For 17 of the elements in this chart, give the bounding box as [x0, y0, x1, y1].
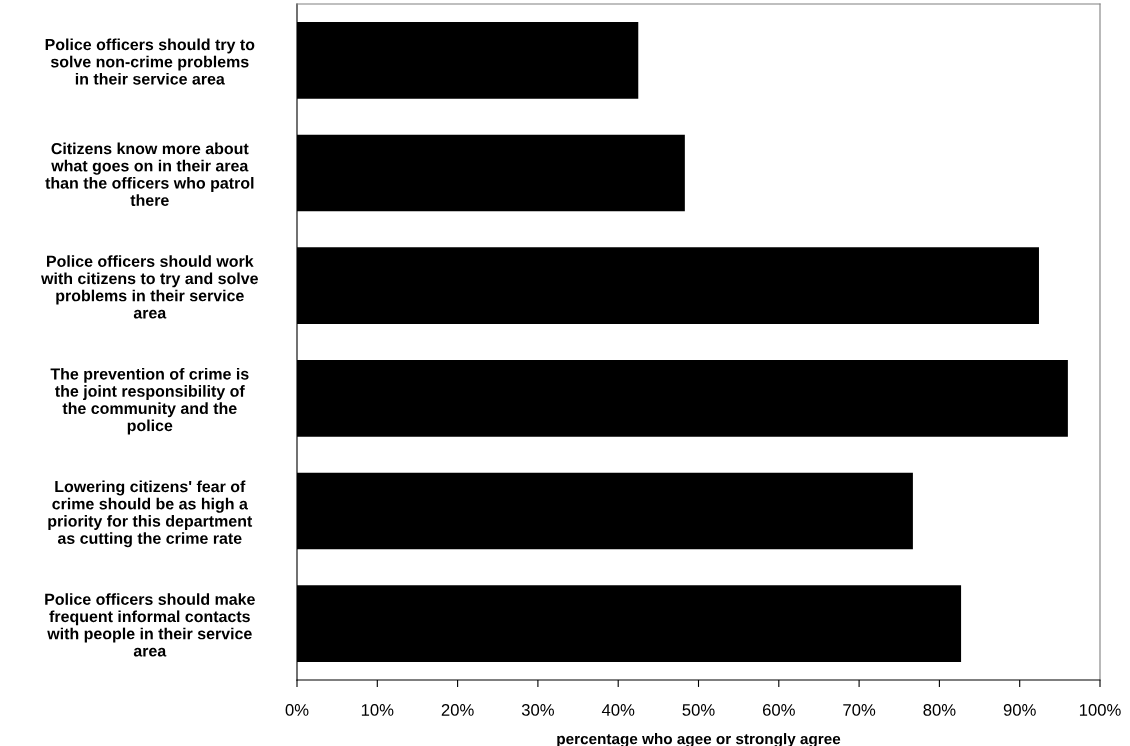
x-tick-label: 60% — [762, 704, 795, 716]
x-tick-label: 40% — [601, 704, 635, 716]
x-tick-label: 90% — [1003, 704, 1036, 716]
y-tick-label: Police officers should make frequent informal contacts with people in their service area — [45, 593, 255, 657]
x-tick-label: 80% — [923, 704, 956, 716]
x-tick-label: 50% — [682, 704, 715, 716]
y-tick-label: Lowering citizens' fear of crime should be as high a priority for this department as cutting the crime rate — [48, 480, 253, 548]
y-tick-label: Police officers should work with citizens to try and solve problems in their service area — [41, 255, 258, 319]
x-tick-label: 30% — [521, 704, 554, 716]
x-tick-label: 10% — [361, 704, 394, 716]
y-tick-label: The prevention of crime is the joint responsibility of the community and the police — [50, 367, 249, 435]
y-tick-label: Police officers should try to solve non-crime problems in their service area — [45, 38, 255, 85]
x-tick-label: 100% — [1079, 704, 1121, 716]
y-tick-label: Citizens know more about what goes on in their area than the officers who patrol there — [45, 142, 254, 206]
x-tick-label: 70% — [843, 704, 876, 716]
x-tick-label: 0% — [285, 704, 309, 716]
x-tick-label: 20% — [441, 704, 474, 716]
